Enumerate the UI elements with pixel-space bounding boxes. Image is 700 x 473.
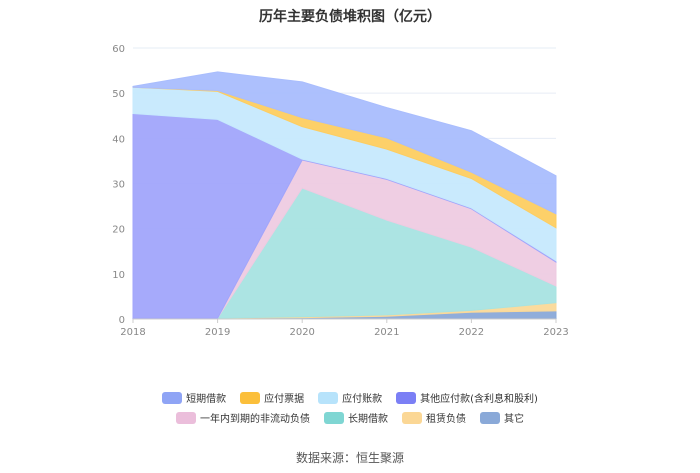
legend-label: 长期借款 — [348, 414, 388, 425]
area-series-7 — [132, 71, 557, 215]
legend-swatch — [162, 391, 183, 404]
legend-label: 其它 — [504, 414, 524, 425]
legend-item-0[interactable]: 短期借款 — [162, 390, 226, 405]
x-tick-label-2023: 2023 — [543, 327, 568, 338]
legend-label: 一年内到期的非流动负债 — [200, 414, 310, 425]
legend-item-4[interactable]: 一年内到期的非流动负债 — [176, 410, 310, 425]
x-tick-label-2021: 2021 — [374, 327, 399, 338]
legend-swatch — [480, 411, 500, 424]
data-source: 数据来源：恒生聚源 — [295, 451, 404, 465]
y-tick-label-50: 50 — [112, 89, 125, 100]
legend-swatch — [318, 391, 339, 404]
legend-label: 应付账款 — [342, 394, 383, 405]
x-tick-label-2022: 2022 — [459, 327, 484, 338]
legend-label: 应付票据 — [264, 394, 305, 405]
legend-row-1: 短期借款 应付票据 应付账款 其他应付款(含利息和股利) — [0, 390, 700, 405]
y-tick-label-40: 40 — [112, 134, 125, 145]
chart-title: 历年主要负债堆积图（亿元） — [259, 9, 441, 25]
series-areas — [132, 71, 557, 320]
legend-row-2: 一年内到期的非流动负债 长期借款 租赁负债 其它 — [0, 410, 700, 425]
legend-item-6[interactable]: 租赁负债 — [402, 410, 466, 425]
legend-label: 短期借款 — [186, 394, 227, 405]
legend-item-2[interactable]: 应付账款 — [318, 390, 382, 405]
y-tick-label-0: 0 — [119, 315, 125, 326]
y-tick-label-30: 30 — [112, 180, 125, 191]
legend-label: 租赁负债 — [426, 414, 466, 425]
legend-swatch — [402, 411, 422, 424]
legend-swatch — [240, 391, 261, 404]
x-tick-label-2018: 2018 — [120, 327, 145, 338]
y-tick-label-60: 60 — [112, 44, 125, 55]
y-tick-label-20: 20 — [112, 225, 125, 236]
legend-item-7[interactable]: 其它 — [480, 410, 524, 425]
x-tick-label-2020: 2020 — [289, 327, 314, 338]
legend-item-3[interactable]: 其他应付款(含利息和股利) — [396, 390, 538, 405]
x-tick-label-2019: 2019 — [205, 327, 230, 338]
legend-item-1[interactable]: 应付票据 — [240, 390, 304, 405]
legend-swatch — [176, 411, 196, 424]
y-tick-label-10: 10 — [112, 270, 125, 281]
legend-item-5[interactable]: 长期借款 — [324, 410, 388, 425]
legend-swatch — [396, 391, 417, 404]
legend-label: 其他应付款(含利息和股利) — [420, 394, 538, 405]
axes: 0 10 20 30 40 50 60 2018 2019 2020 2021 2022 2023 — [112, 44, 568, 338]
legend-swatch — [324, 411, 344, 424]
